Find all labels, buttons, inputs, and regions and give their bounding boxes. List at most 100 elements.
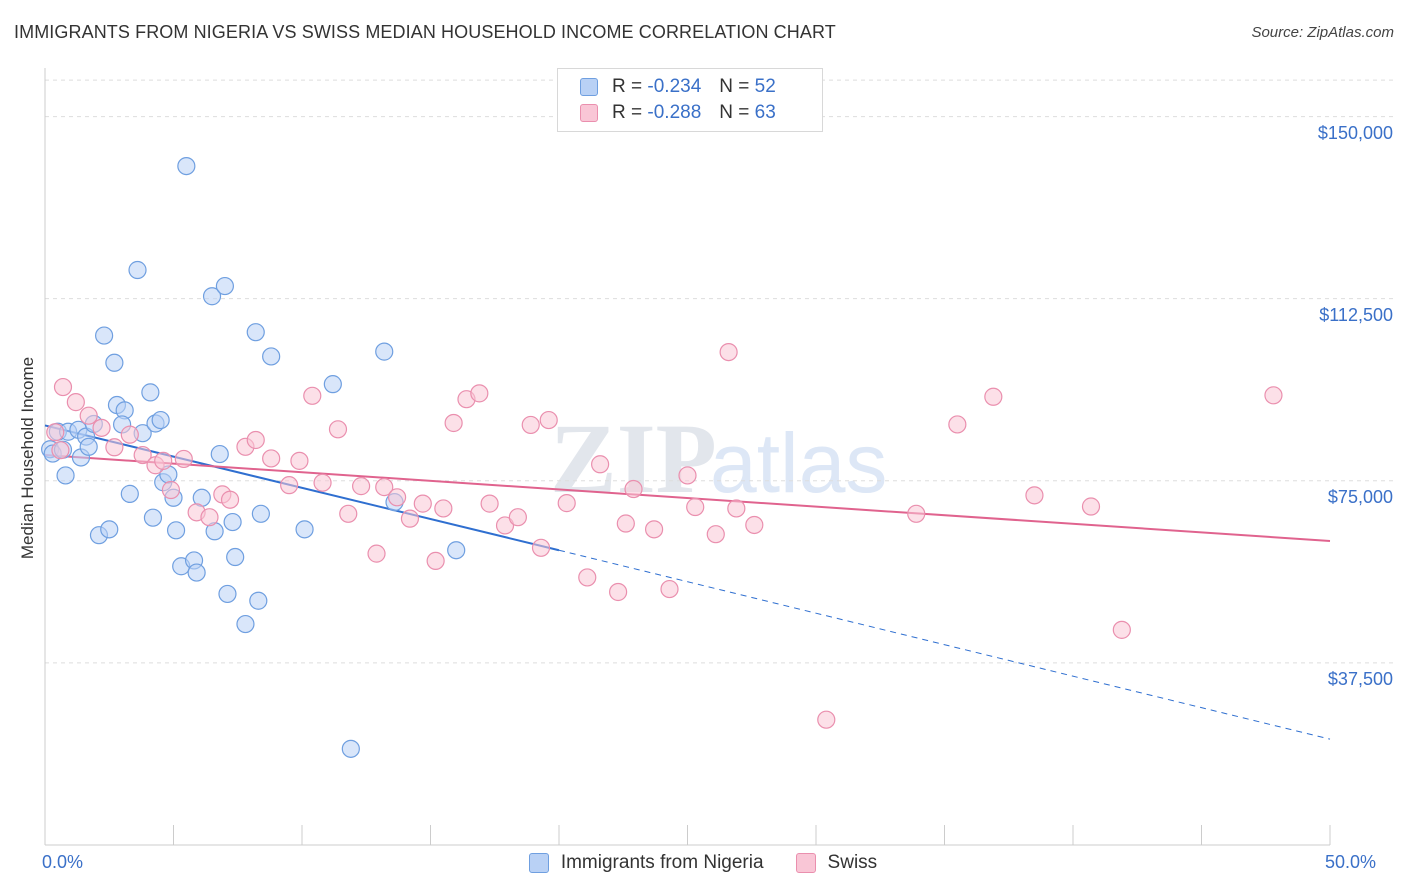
point-swiss xyxy=(508,508,527,527)
legend-n-label: N = xyxy=(719,76,750,97)
point-swiss xyxy=(706,525,725,544)
watermark-atlas: atlas xyxy=(710,416,887,510)
point-nigeria xyxy=(447,541,466,560)
point-swiss xyxy=(948,415,967,434)
point-swiss xyxy=(678,466,697,485)
point-nigeria xyxy=(105,353,124,372)
point-swiss xyxy=(495,516,515,535)
point-nigeria xyxy=(226,547,245,567)
point-swiss xyxy=(609,582,628,602)
point-swiss xyxy=(480,494,499,513)
point-nigeria xyxy=(341,739,360,758)
point-swiss xyxy=(92,418,111,437)
point-swiss xyxy=(339,504,358,523)
legend-r-value: -0.288 xyxy=(647,102,702,123)
y-tick-label: $75,000 xyxy=(1327,486,1393,507)
point-swiss xyxy=(367,544,386,563)
point-nigeria xyxy=(95,326,114,345)
point-nigeria xyxy=(166,521,186,540)
point-nigeria xyxy=(79,437,98,456)
point-swiss xyxy=(400,509,420,528)
point-swiss xyxy=(1025,486,1044,505)
point-swiss xyxy=(46,423,65,442)
point-nigeria xyxy=(187,563,206,582)
point-swiss xyxy=(557,494,576,513)
correlation-legend: R = -0.234 N = 52 R = -0.288 N = 63 xyxy=(557,68,823,132)
point-swiss xyxy=(161,480,181,500)
y-tick-label: $112,500 xyxy=(1319,304,1393,325)
legend-r-label: R = xyxy=(612,102,643,123)
point-swiss xyxy=(387,488,407,507)
series-swatch-nigeria xyxy=(528,853,549,873)
point-nigeria xyxy=(177,156,196,176)
point-nigeria xyxy=(246,323,265,342)
point-swiss xyxy=(375,477,394,497)
point-swiss xyxy=(578,568,597,587)
point-swiss xyxy=(303,386,322,405)
y-tick-label: $150,000 xyxy=(1317,122,1393,143)
point-nigeria xyxy=(215,276,234,296)
point-nigeria xyxy=(236,614,255,634)
point-swiss xyxy=(1264,386,1283,405)
point-swiss xyxy=(133,445,152,465)
point-swiss xyxy=(313,473,332,492)
chart-title: IMMIGRANTS FROM NIGERIA VS SWISS MEDIAN … xyxy=(14,22,836,42)
series-legend-swiss: Swiss xyxy=(795,852,878,874)
point-nigeria xyxy=(223,512,242,532)
point-swiss xyxy=(53,377,73,397)
legend-n-value: 63 xyxy=(754,102,776,123)
legend-n-label: N = xyxy=(719,102,750,123)
point-nigeria xyxy=(143,508,163,527)
trend-line-nigeria-extension xyxy=(558,549,1331,740)
legend-r-value: -0.234 xyxy=(647,76,702,97)
legend-n-value: 52 xyxy=(754,76,776,97)
y-axis-title: Median Household Income xyxy=(18,356,37,560)
point-nigeria xyxy=(249,591,268,610)
point-swiss xyxy=(174,449,193,469)
point-swiss xyxy=(984,387,1003,406)
point-swiss xyxy=(120,425,139,444)
y-tick-label: $37,500 xyxy=(1327,668,1393,689)
point-nigeria xyxy=(202,287,222,306)
point-swiss xyxy=(262,449,281,468)
series-swatch-swiss xyxy=(795,853,816,873)
legend-row-nigeria: R = -0.234 N = 52 xyxy=(580,75,776,99)
point-swiss xyxy=(686,497,705,517)
point-swiss xyxy=(470,384,489,403)
x-tick-label-min: 0.0% xyxy=(42,852,84,872)
point-swiss xyxy=(531,538,551,557)
point-swiss xyxy=(434,499,453,518)
point-nigeria xyxy=(120,484,139,503)
legend-row-swiss: R = -0.288 N = 63 xyxy=(580,101,776,125)
point-nigeria xyxy=(218,584,237,604)
point-swiss xyxy=(246,430,265,450)
point-nigeria xyxy=(56,466,75,485)
series-legend-nigeria: Immigrants from Nigeria xyxy=(528,852,764,874)
point-swiss xyxy=(591,455,610,474)
point-swiss xyxy=(1112,620,1131,639)
point-swiss xyxy=(290,451,309,470)
point-swiss xyxy=(660,579,679,599)
point-swiss xyxy=(624,479,643,499)
point-swiss xyxy=(154,451,173,470)
point-nigeria xyxy=(262,347,281,366)
series-label-swiss: Swiss xyxy=(827,852,878,873)
point-swiss xyxy=(539,410,558,430)
point-swiss xyxy=(66,393,85,412)
data-points xyxy=(41,156,1283,758)
x-tick-label-max: 50.0% xyxy=(1325,852,1377,872)
point-swiss xyxy=(328,420,348,439)
point-swiss xyxy=(105,438,124,457)
series-legend: Immigrants from Nigeria Swiss xyxy=(0,852,1406,874)
trend-line-nigeria xyxy=(44,424,560,552)
point-nigeria xyxy=(210,444,229,464)
point-nigeria xyxy=(128,260,147,280)
point-nigeria xyxy=(141,383,160,402)
point-swiss xyxy=(51,441,70,460)
point-nigeria xyxy=(323,375,342,394)
point-nigeria xyxy=(151,410,170,430)
point-swiss xyxy=(79,406,98,425)
point-swiss xyxy=(200,508,219,527)
point-swiss xyxy=(220,490,240,509)
